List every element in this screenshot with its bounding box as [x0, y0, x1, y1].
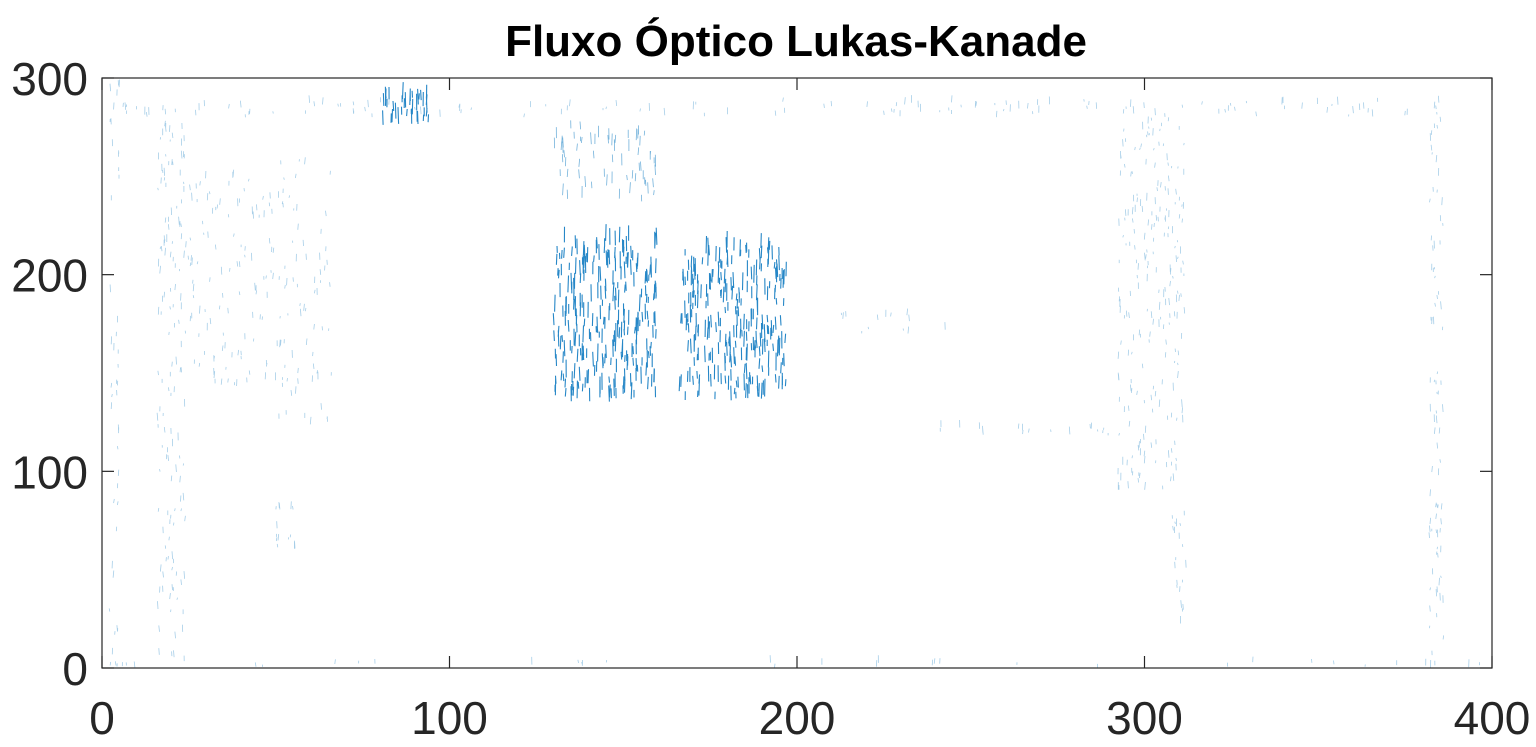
y-tick-label: 100 [11, 446, 88, 498]
flow-vector-cluster [382, 82, 430, 125]
flow-vector-cluster [1117, 102, 1186, 490]
y-tick-label: 200 [11, 250, 88, 302]
flow-vector-cluster [108, 79, 120, 666]
flow-vector-cluster [939, 419, 1109, 436]
flow-vector-cluster [115, 655, 1480, 668]
x-tick-label: 0 [89, 692, 115, 744]
flow-vector-cluster [678, 230, 787, 401]
y-tick-label: 0 [62, 643, 88, 695]
flow-vector-cluster [275, 501, 296, 549]
x-tick-labels: 0 100 200 300 400 [89, 692, 1530, 744]
x-tick-label: 300 [1106, 692, 1183, 744]
flow-vector-cluster [552, 224, 658, 402]
flow-vectors [108, 79, 1480, 668]
flow-vector-cluster [156, 105, 186, 662]
x-tick-label: 200 [759, 692, 836, 744]
axis-ticks [101, 77, 1493, 669]
flow-vector-cluster [1428, 101, 1444, 668]
flow-vector-cluster [276, 157, 332, 425]
flow-vector-cluster [113, 95, 1440, 118]
y-tick-labels: 0 100 200 300 [11, 53, 88, 695]
plot-box [101, 77, 1493, 669]
x-tick-label: 100 [411, 692, 488, 744]
x-tick-label: 400 [1454, 692, 1531, 744]
y-tick-label: 300 [11, 53, 88, 105]
flow-vector-cluster [840, 308, 946, 334]
flow-vector-cluster [553, 120, 656, 202]
chart-title: Fluxo Óptico Lukas-Kanade [505, 16, 1087, 66]
flow-vector-cluster [184, 169, 276, 387]
flow-vector-cluster [1171, 510, 1187, 624]
